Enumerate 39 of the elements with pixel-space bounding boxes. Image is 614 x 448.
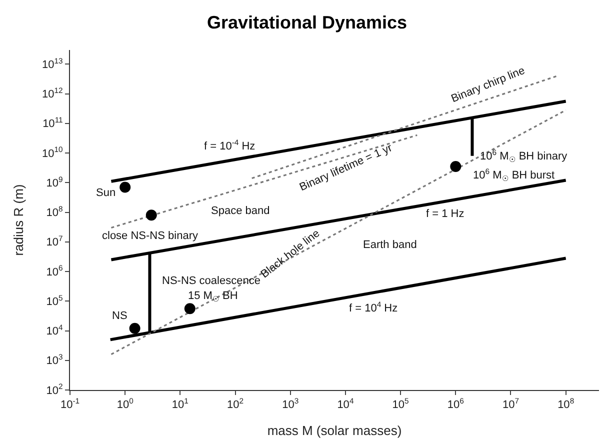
annotation: Earth band bbox=[363, 239, 417, 251]
x-tick-label: 10$^{-1}$ bbox=[60, 396, 80, 412]
annotation: 10$^{6}$ M$_{☉}$ BH burst bbox=[473, 167, 555, 183]
y-tick-label: 10$^{13}$ bbox=[42, 56, 63, 71]
y-tick-label: 10$^{2}$ bbox=[46, 382, 63, 397]
x-axis-title: mass M (solar masses) bbox=[267, 422, 402, 438]
y-tick-label: 10$^{8}$ bbox=[46, 204, 63, 220]
y-axis-title: radius R (m) bbox=[10, 184, 26, 256]
x-tick-label: 10$^{2}$ bbox=[227, 396, 244, 412]
annotation: NS bbox=[112, 310, 128, 322]
x-tick-label: 10$^{8}$ bbox=[558, 396, 574, 412]
y-tick-label: 10$^{7}$ bbox=[46, 234, 63, 249]
annotation: 10$^{6}$ M$_{☉}$ BH binary bbox=[480, 148, 568, 164]
y-tick-label: 10$^{12}$ bbox=[42, 86, 63, 101]
annotation: 15 M$_{☉}$ BH bbox=[188, 290, 238, 304]
x-tick-label: 10$^{6}$ bbox=[447, 396, 464, 412]
y-tick-label: 10$^{4}$ bbox=[46, 322, 64, 338]
annotation: f = 10$^{4}$ Hz bbox=[349, 300, 398, 315]
x-tick-label: 10$^{0}$ bbox=[116, 396, 134, 412]
y-tick-label: 10$^{11}$ bbox=[42, 116, 63, 130]
annotation: f = 1 Hz bbox=[426, 208, 464, 220]
y-tick-label: 10$^{3}$ bbox=[46, 352, 63, 368]
y-tick-label: 10$^{6}$ bbox=[46, 264, 63, 278]
x-tick-label: 10$^{7}$ bbox=[502, 396, 520, 412]
annotation: Binary chirp line bbox=[450, 64, 527, 106]
y-tick-label: 10$^{5}$ bbox=[46, 293, 63, 308]
annotation: NS-NS coalescence bbox=[162, 275, 260, 287]
x-tick-label: 10$^{5}$ bbox=[392, 396, 409, 412]
x-tick-label: 10$^{4}$ bbox=[337, 396, 354, 412]
y-tick-label: 10$^{10}$ bbox=[42, 145, 63, 160]
x-tick-label: 10$^{3}$ bbox=[282, 396, 299, 412]
annotation: f = 10$^{-4}$ Hz bbox=[204, 138, 256, 153]
y-tick-label: 10$^{9}$ bbox=[46, 174, 63, 190]
annotation: Sun bbox=[96, 187, 116, 199]
annotation: Binary lifetime = 1 yr bbox=[298, 142, 394, 194]
annotation: Space band bbox=[211, 205, 270, 217]
chart-title: Gravitational Dynamics bbox=[206, 12, 408, 32]
x-tick-label: 10$^{1}$ bbox=[172, 396, 188, 412]
annotation: close NS-NS binary bbox=[102, 230, 198, 242]
